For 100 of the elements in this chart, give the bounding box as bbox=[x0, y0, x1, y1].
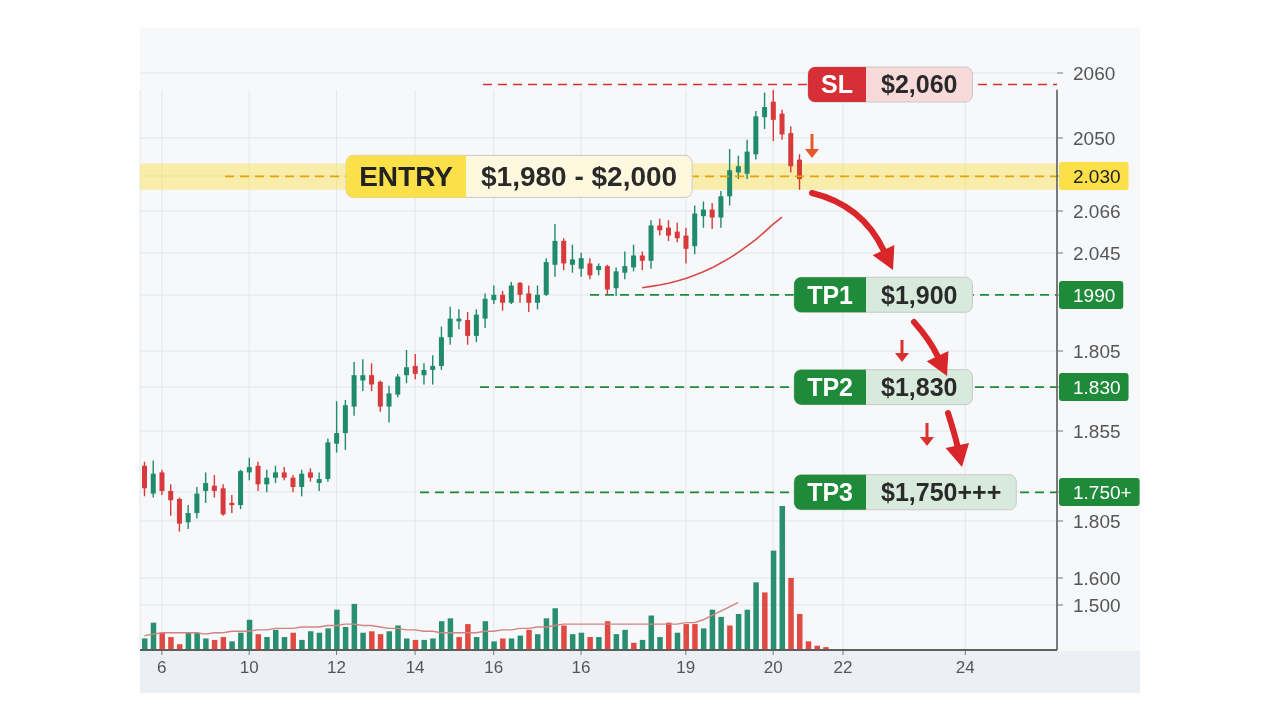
candlestick bbox=[421, 362, 427, 386]
annotation: $1,980 - $2,000 bbox=[481, 160, 678, 192]
candlestick bbox=[211, 474, 217, 499]
candlestick bbox=[500, 290, 506, 312]
bar bbox=[535, 634, 541, 650]
bar bbox=[500, 638, 506, 650]
bar bbox=[299, 639, 305, 650]
ref-line-label: TP3 bbox=[807, 478, 853, 507]
candlestick bbox=[535, 284, 540, 311]
bar bbox=[762, 592, 768, 650]
x-tick-label: 16 bbox=[484, 658, 504, 678]
bar bbox=[526, 629, 532, 650]
bar bbox=[753, 582, 759, 650]
candlestick bbox=[334, 400, 340, 454]
text: 2060 bbox=[1073, 62, 1116, 84]
ref-line-label: TP2 bbox=[807, 373, 853, 402]
annotation: $2,060 bbox=[881, 70, 958, 99]
bar bbox=[194, 632, 200, 650]
text: 1.500 bbox=[1073, 594, 1121, 616]
candlestick bbox=[142, 461, 147, 497]
bar bbox=[334, 609, 340, 650]
bar bbox=[718, 616, 724, 650]
bar bbox=[622, 629, 628, 650]
bar bbox=[596, 637, 602, 650]
candlestick bbox=[718, 190, 724, 229]
bar bbox=[264, 637, 270, 650]
bar bbox=[561, 625, 567, 650]
candlestick bbox=[150, 459, 156, 499]
x-tick-label: 19 bbox=[676, 658, 696, 678]
candlestick bbox=[203, 471, 209, 504]
candlestick bbox=[255, 461, 261, 492]
x-tick-label: 22 bbox=[833, 658, 853, 678]
bar bbox=[142, 638, 148, 650]
x-tick-label: 20 bbox=[763, 658, 783, 678]
bar bbox=[666, 622, 672, 650]
candlestick bbox=[526, 284, 532, 313]
candlestick bbox=[744, 139, 750, 180]
band-label: ENTRY bbox=[359, 160, 454, 192]
candlestick bbox=[631, 244, 637, 273]
candlestick bbox=[299, 469, 305, 497]
candlestick bbox=[587, 257, 593, 281]
candlestick bbox=[447, 306, 453, 346]
text: 2.030 bbox=[1073, 165, 1121, 187]
candlestick bbox=[639, 250, 645, 271]
candlestick bbox=[395, 373, 401, 398]
candlestick bbox=[159, 469, 165, 496]
x-tick-label: 10 bbox=[239, 658, 259, 678]
candlestick bbox=[473, 308, 479, 343]
annotation: $1,830 bbox=[881, 373, 958, 402]
candlestick bbox=[229, 494, 235, 514]
candlestick bbox=[185, 504, 191, 530]
candlestick bbox=[622, 250, 628, 281]
candlestick bbox=[666, 219, 671, 242]
candlestick bbox=[561, 237, 567, 271]
candlestick bbox=[386, 385, 392, 424]
text: 1.805 bbox=[1073, 510, 1121, 532]
candlestick bbox=[508, 281, 514, 305]
x-tick-label: 16 bbox=[571, 658, 591, 678]
candlestick bbox=[430, 354, 436, 386]
bar bbox=[683, 624, 689, 650]
candlestick bbox=[735, 154, 741, 180]
candlestick bbox=[369, 362, 375, 392]
bar bbox=[238, 632, 244, 650]
candlestick bbox=[194, 486, 200, 520]
candlestick bbox=[246, 457, 252, 482]
bar bbox=[727, 625, 733, 650]
bar bbox=[491, 641, 497, 650]
bar bbox=[159, 632, 165, 650]
ref-line-label: TP1 bbox=[807, 280, 854, 309]
bar bbox=[692, 624, 698, 650]
bar bbox=[203, 638, 209, 650]
text: 1.830 bbox=[1073, 376, 1121, 398]
candlestick bbox=[404, 349, 409, 384]
x-tick-label: 6 bbox=[157, 658, 167, 678]
bar bbox=[369, 631, 375, 650]
text: 1.805 bbox=[1073, 340, 1121, 362]
bar bbox=[465, 624, 471, 650]
candlestick bbox=[482, 292, 488, 329]
candlestick bbox=[674, 222, 680, 243]
annotation: $1,900 bbox=[881, 280, 958, 309]
bar bbox=[430, 638, 436, 650]
candlestick bbox=[316, 471, 322, 492]
x-tick-label: 14 bbox=[405, 658, 425, 678]
candlestick bbox=[552, 223, 558, 278]
bar bbox=[229, 641, 235, 650]
candlestick bbox=[700, 200, 706, 229]
candlestick bbox=[517, 281, 523, 304]
text: 1990 bbox=[1073, 284, 1116, 306]
candlestick bbox=[762, 91, 768, 130]
bar bbox=[770, 550, 777, 650]
bar bbox=[168, 637, 174, 650]
bar bbox=[421, 639, 427, 650]
x-tick-label: 24 bbox=[955, 658, 975, 678]
text: 1.855 bbox=[1073, 420, 1121, 442]
candlestick bbox=[465, 311, 471, 346]
annotation: $1,750+++ bbox=[881, 478, 1002, 507]
bar bbox=[657, 637, 663, 650]
text: 2050 bbox=[1073, 127, 1116, 149]
bar bbox=[404, 638, 410, 650]
ref-line-label: SL bbox=[821, 70, 853, 99]
